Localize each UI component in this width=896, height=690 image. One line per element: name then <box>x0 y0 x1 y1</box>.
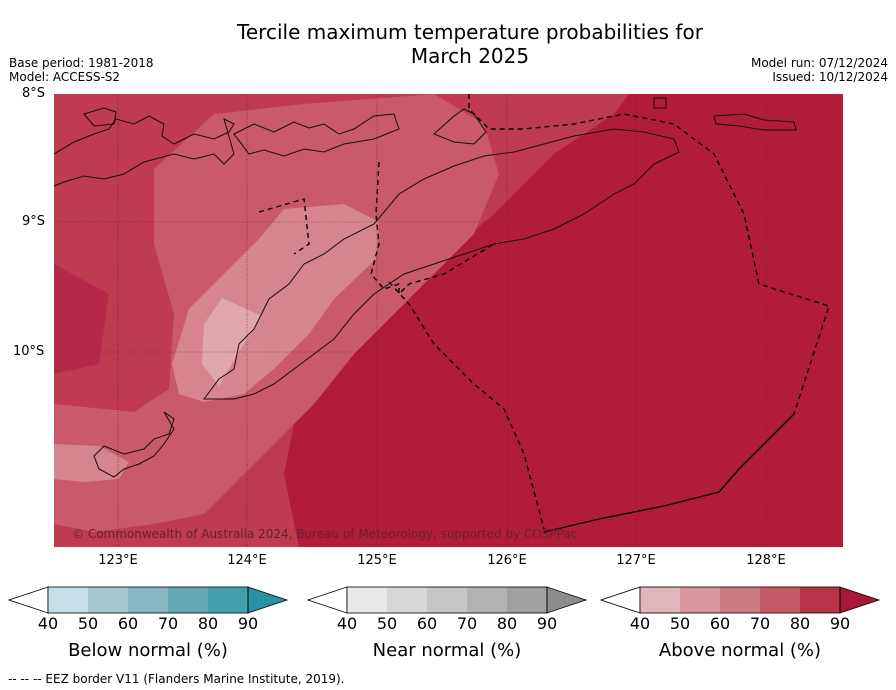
coast-wetar <box>433 108 487 145</box>
above-swatch-40 <box>640 587 680 613</box>
coast-alor <box>233 113 400 157</box>
above-swatch-60 <box>720 587 760 613</box>
metadata-right: Model run: 07/12/2024 Issued: 10/12/2024 <box>751 56 888 84</box>
near-swatch-60 <box>427 587 467 613</box>
map-title: Tercile maximum temperature probabilitie… <box>120 20 820 68</box>
above-colorbar-outline <box>639 586 841 614</box>
coast-flores <box>54 115 235 187</box>
metadata-left: Base period: 1981-2018 Model: ACCESS-S2 <box>9 56 154 84</box>
below-colorbar-outline <box>47 586 249 614</box>
lon-label-128e: 128°E <box>746 553 786 568</box>
below-swatch-60 <box>128 587 168 613</box>
probability-map <box>54 94 843 547</box>
map-title-line1: Tercile maximum temperature probabilitie… <box>237 20 703 44</box>
below-swatch-70 <box>168 587 208 613</box>
near-tick-80: 80 <box>496 614 518 633</box>
map-title-line2: March 2025 <box>410 44 530 68</box>
below-tick-40: 40 <box>37 614 59 633</box>
base-period: Base period: 1981-2018 <box>9 56 154 70</box>
above-low-extension <box>600 586 641 614</box>
eez-southeast <box>543 413 795 533</box>
lat-label-9s: 9°S <box>22 214 46 229</box>
below-high-extension <box>247 586 289 614</box>
eez-borders <box>258 94 830 530</box>
model-run: Model run: 07/12/2024 <box>750 56 888 70</box>
below-swatch-50 <box>88 587 128 613</box>
region-above-60-west <box>54 444 129 482</box>
below-tick-70: 70 <box>157 614 179 633</box>
coast-rote <box>93 411 175 478</box>
lon-label-125e: 125°E <box>357 553 397 568</box>
below-tick-50: 50 <box>77 614 99 633</box>
lon-label-126e: 126°E <box>487 553 527 568</box>
above-tick-40: 40 <box>629 614 651 633</box>
region-above-80-west <box>54 264 109 374</box>
lon-label-123e: 123°E <box>98 553 138 568</box>
below-swatch-80 <box>208 587 248 613</box>
graticule <box>54 94 843 547</box>
model-name: Model: ACCESS-S2 <box>9 70 121 84</box>
near-tick-60: 60 <box>416 614 438 633</box>
eez-timor-west <box>258 198 310 255</box>
above-tick-70: 70 <box>749 614 771 633</box>
near-tick-70: 70 <box>456 614 478 633</box>
above-high-extension <box>839 586 881 614</box>
colorbar-near-label: Near normal (%) <box>372 640 522 661</box>
eez-legend-footer: -- -- -- EEZ border V11 (Flanders Marine… <box>8 672 345 686</box>
near-swatch-70 <box>467 587 507 613</box>
above-swatch-50 <box>680 587 720 613</box>
colorbar-below-label: Below normal (%) <box>68 640 228 661</box>
colorbar-below <box>8 586 289 614</box>
near-swatch-40 <box>347 587 387 613</box>
issued-date: Issued: 10/12/2024 <box>772 70 888 84</box>
colorbar-above <box>600 586 881 614</box>
near-tick-50: 50 <box>376 614 398 633</box>
below-low-extension <box>8 586 49 614</box>
below-tick-80: 80 <box>197 614 219 633</box>
colorbar-above-label: Above normal (%) <box>658 640 822 661</box>
coast-east-isle-1 <box>653 97 667 109</box>
copyright-notice: © Commonwealth of Australia 2024, Bureau… <box>72 527 578 541</box>
near-swatch-80 <box>507 587 547 613</box>
near-swatch-50 <box>387 587 427 613</box>
below-swatch-40 <box>48 587 88 613</box>
eez-south <box>388 281 545 530</box>
above-tick-80: 80 <box>789 614 811 633</box>
colorbar-near <box>307 586 588 614</box>
lat-label-10s: 10°S <box>13 344 45 359</box>
near-low-extension <box>307 586 348 614</box>
above-swatch-70 <box>760 587 800 613</box>
near-tick-90: 90 <box>536 614 558 633</box>
lat-label-8s: 8°S <box>22 86 46 101</box>
coastlines <box>54 97 797 478</box>
lon-label-124e: 124°E <box>227 553 267 568</box>
near-colorbar-outline <box>346 586 548 614</box>
below-tick-90: 90 <box>237 614 259 633</box>
above-swatch-80 <box>800 587 840 613</box>
above-tick-90: 90 <box>829 614 851 633</box>
lon-label-127e: 127°E <box>616 553 656 568</box>
above-tick-50: 50 <box>669 614 691 633</box>
coast-east-isle-2 <box>713 113 797 131</box>
eez-north <box>468 94 830 415</box>
near-tick-40: 40 <box>336 614 358 633</box>
above-tick-60: 60 <box>709 614 731 633</box>
coast-northwest <box>83 107 117 127</box>
coast-timor <box>203 128 680 400</box>
below-tick-60: 60 <box>117 614 139 633</box>
near-high-extension <box>546 586 588 614</box>
eez-timor-north <box>370 161 495 296</box>
